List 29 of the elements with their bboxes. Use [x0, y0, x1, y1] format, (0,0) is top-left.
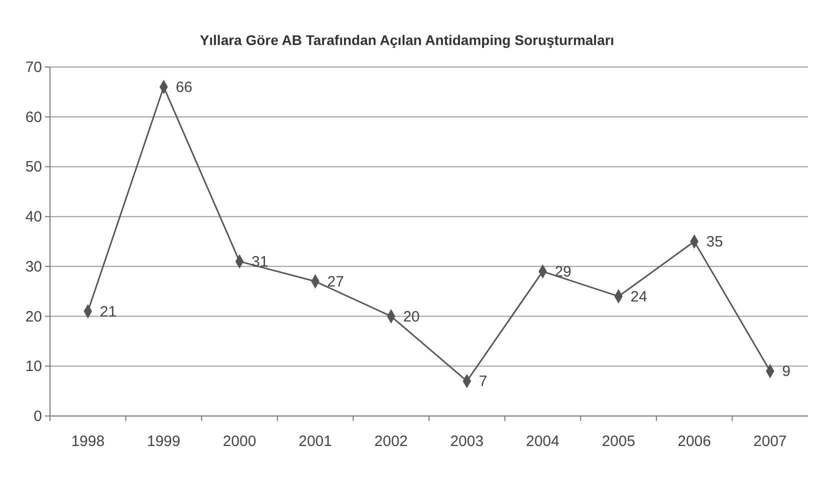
- x-tick-label: 2002: [374, 433, 408, 450]
- y-tick-label: 30: [25, 258, 42, 276]
- y-tick-label: 10: [25, 358, 42, 376]
- chart-title: Yıllara Göre AB Tarafından Açılan Antidamping Soruşturmaları: [200, 32, 614, 48]
- data-label: 24: [630, 288, 648, 306]
- x-tick-label: 1999: [147, 433, 180, 450]
- data-label: 9: [782, 363, 790, 380]
- data-label: 66: [176, 78, 192, 96]
- x-tick-label: 2001: [298, 433, 332, 450]
- data-label: 35: [706, 234, 723, 250]
- y-tick-label: 60: [25, 108, 42, 126]
- x-tick-label: 1998: [71, 433, 105, 450]
- y-tick-label: 50: [25, 158, 42, 176]
- y-tick-label: 0: [34, 408, 42, 425]
- x-tick-label: 2000: [222, 433, 256, 450]
- data-label: 27: [327, 273, 344, 290]
- y-tick-label: 20: [25, 308, 42, 326]
- x-tick-label: 2003: [450, 433, 484, 450]
- x-tick-label: 2004: [526, 433, 560, 450]
- data-label: 20: [403, 308, 420, 326]
- x-tick-label: 2006: [678, 433, 711, 450]
- data-label: 31: [252, 253, 268, 270]
- x-tick-label: 2007: [753, 433, 787, 450]
- data-label: 7: [478, 373, 488, 390]
- data-label: 21: [100, 303, 117, 320]
- x-tick-label: 2005: [602, 433, 636, 450]
- y-tick-label: 70: [25, 59, 42, 76]
- data-label: 29: [554, 263, 572, 280]
- y-tick-label: 40: [25, 208, 42, 226]
